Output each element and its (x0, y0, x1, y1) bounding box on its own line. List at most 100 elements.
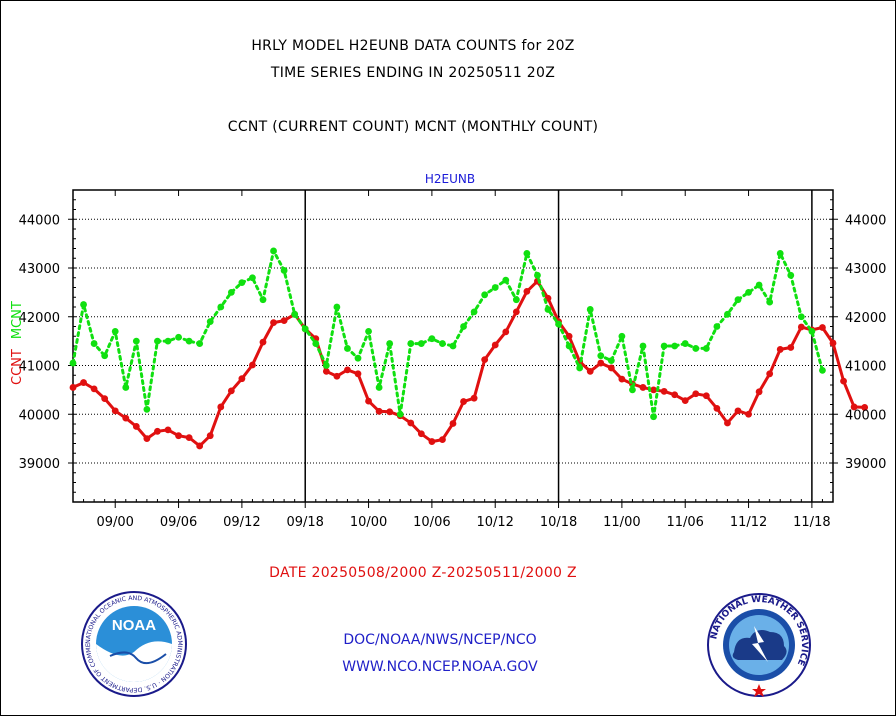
data-point-mcnt (639, 342, 647, 350)
y-tick-label-left: 41000 (19, 360, 60, 375)
data-point-mcnt (111, 327, 119, 335)
data-point-ccnt (217, 403, 225, 411)
data-point-ccnt (470, 394, 478, 402)
data-point-mcnt (80, 301, 87, 308)
data-point-mcnt (819, 366, 826, 374)
y-axis-label-mcnt: MCNT (10, 301, 25, 339)
y-tick-label-left: 43000 (19, 262, 60, 277)
data-point-mcnt (154, 337, 161, 345)
y-tick-label-right: 39000 (845, 457, 886, 472)
x-tick-label: 09/18 (286, 515, 323, 530)
data-point-ccnt (724, 419, 731, 427)
data-point-mcnt (766, 298, 774, 306)
data-point-ccnt (650, 386, 657, 394)
data-point-mcnt (333, 303, 341, 311)
data-point-ccnt (259, 338, 267, 346)
data-point-mcnt (523, 249, 531, 257)
nws-logo: NATIONAL WEATHER SERVICE (707, 593, 811, 697)
data-point-mcnt (607, 357, 615, 365)
data-point-mcnt (175, 333, 182, 341)
data-point-ccnt (249, 361, 256, 369)
data-point-mcnt (312, 340, 320, 347)
data-point-mcnt (132, 337, 140, 345)
data-point-mcnt (502, 276, 510, 284)
label-layer: 39000 39000 40000 40000 41000 41000 42000 42000… (10, 213, 886, 530)
data-point-ccnt (829, 339, 837, 347)
series-layer (69, 247, 869, 450)
data-point-ccnt (417, 430, 425, 438)
x-tick-label: 09/06 (160, 515, 197, 530)
data-point-mcnt (692, 345, 700, 352)
x-tick-label: 10/06 (413, 515, 450, 530)
data-point-mcnt (122, 384, 130, 391)
data-point-ccnt (122, 414, 130, 422)
data-point-ccnt (344, 366, 351, 374)
x-tick-label: 10/18 (540, 515, 577, 530)
y-tick-label-left: 40000 (19, 408, 60, 423)
data-point-ccnt (164, 426, 172, 434)
x-tick-label: 11/00 (603, 515, 640, 530)
noaa-wordmark: NOAA (112, 617, 156, 634)
y-tick-label-right: 43000 (845, 262, 886, 277)
data-point-mcnt (470, 308, 478, 316)
data-point-ccnt (523, 288, 531, 295)
data-point-mcnt (439, 340, 446, 347)
data-point-ccnt (132, 423, 140, 430)
data-point-mcnt (776, 249, 784, 257)
chart-title-line-1: HRLY MODEL H2EUNB DATA COUNTS for 20Z (251, 38, 575, 54)
data-point-mcnt (681, 340, 689, 347)
data-point-mcnt (734, 296, 742, 304)
data-point-ccnt (270, 319, 277, 326)
x-tick-label: 11/06 (666, 515, 703, 530)
data-point-ccnt (460, 398, 467, 405)
data-point-mcnt (417, 340, 425, 347)
data-point-ccnt (80, 379, 87, 386)
x-tick-label: 09/12 (223, 515, 260, 530)
noaa-logo: NOAA NATIONAL OCEANIC AND ATMOSPHERIC AD… (80, 590, 187, 697)
data-point-mcnt (534, 271, 541, 279)
data-point-mcnt (185, 337, 193, 345)
data-point-mcnt (90, 340, 98, 347)
data-point-ccnt (702, 392, 710, 400)
data-point-ccnt (776, 346, 784, 353)
grid-layer (73, 218, 833, 464)
data-point-ccnt (101, 395, 109, 403)
credit-line-1: DOC/NOAA/NWS/NCEP/NCO (343, 632, 537, 648)
x-tick-label: 11/18 (793, 515, 830, 530)
data-point-ccnt (428, 438, 436, 445)
data-point-ccnt (639, 384, 647, 391)
data-point-mcnt (702, 345, 710, 352)
data-point-mcnt (565, 342, 573, 350)
data-point-mcnt (724, 310, 731, 318)
data-point-mcnt (576, 364, 584, 372)
y-tick-label-left: 44000 (19, 213, 60, 228)
plot-label: H2EUNB (424, 172, 476, 186)
data-point-mcnt (386, 340, 394, 347)
data-point-mcnt (597, 352, 605, 360)
data-point-mcnt (301, 325, 309, 333)
data-point-ccnt (196, 442, 204, 450)
data-point-ccnt (734, 407, 742, 415)
data-point-ccnt (861, 404, 869, 411)
data-point-mcnt (101, 352, 109, 360)
data-point-mcnt (544, 306, 552, 313)
x-tick-label: 10/12 (476, 515, 513, 530)
data-point-ccnt (143, 435, 151, 443)
data-point-ccnt (111, 407, 119, 415)
data-point-mcnt (618, 332, 626, 340)
data-point-mcnt (238, 279, 246, 287)
data-point-ccnt (375, 407, 383, 415)
data-point-mcnt (196, 340, 204, 347)
data-point-ccnt (90, 385, 98, 393)
data-point-ccnt (354, 370, 362, 378)
data-point-mcnt (755, 281, 763, 289)
credit-line-2: WWW.NCO.NCEP.NOAA.GOV (342, 659, 538, 675)
data-point-ccnt (206, 432, 214, 440)
data-point-mcnt (512, 296, 520, 304)
data-point-ccnt (238, 375, 246, 383)
data-point-mcnt (745, 288, 752, 296)
data-point-ccnt (491, 341, 499, 349)
y-axis-label-ccnt: CCNT (10, 349, 25, 385)
data-point-ccnt (681, 397, 689, 404)
